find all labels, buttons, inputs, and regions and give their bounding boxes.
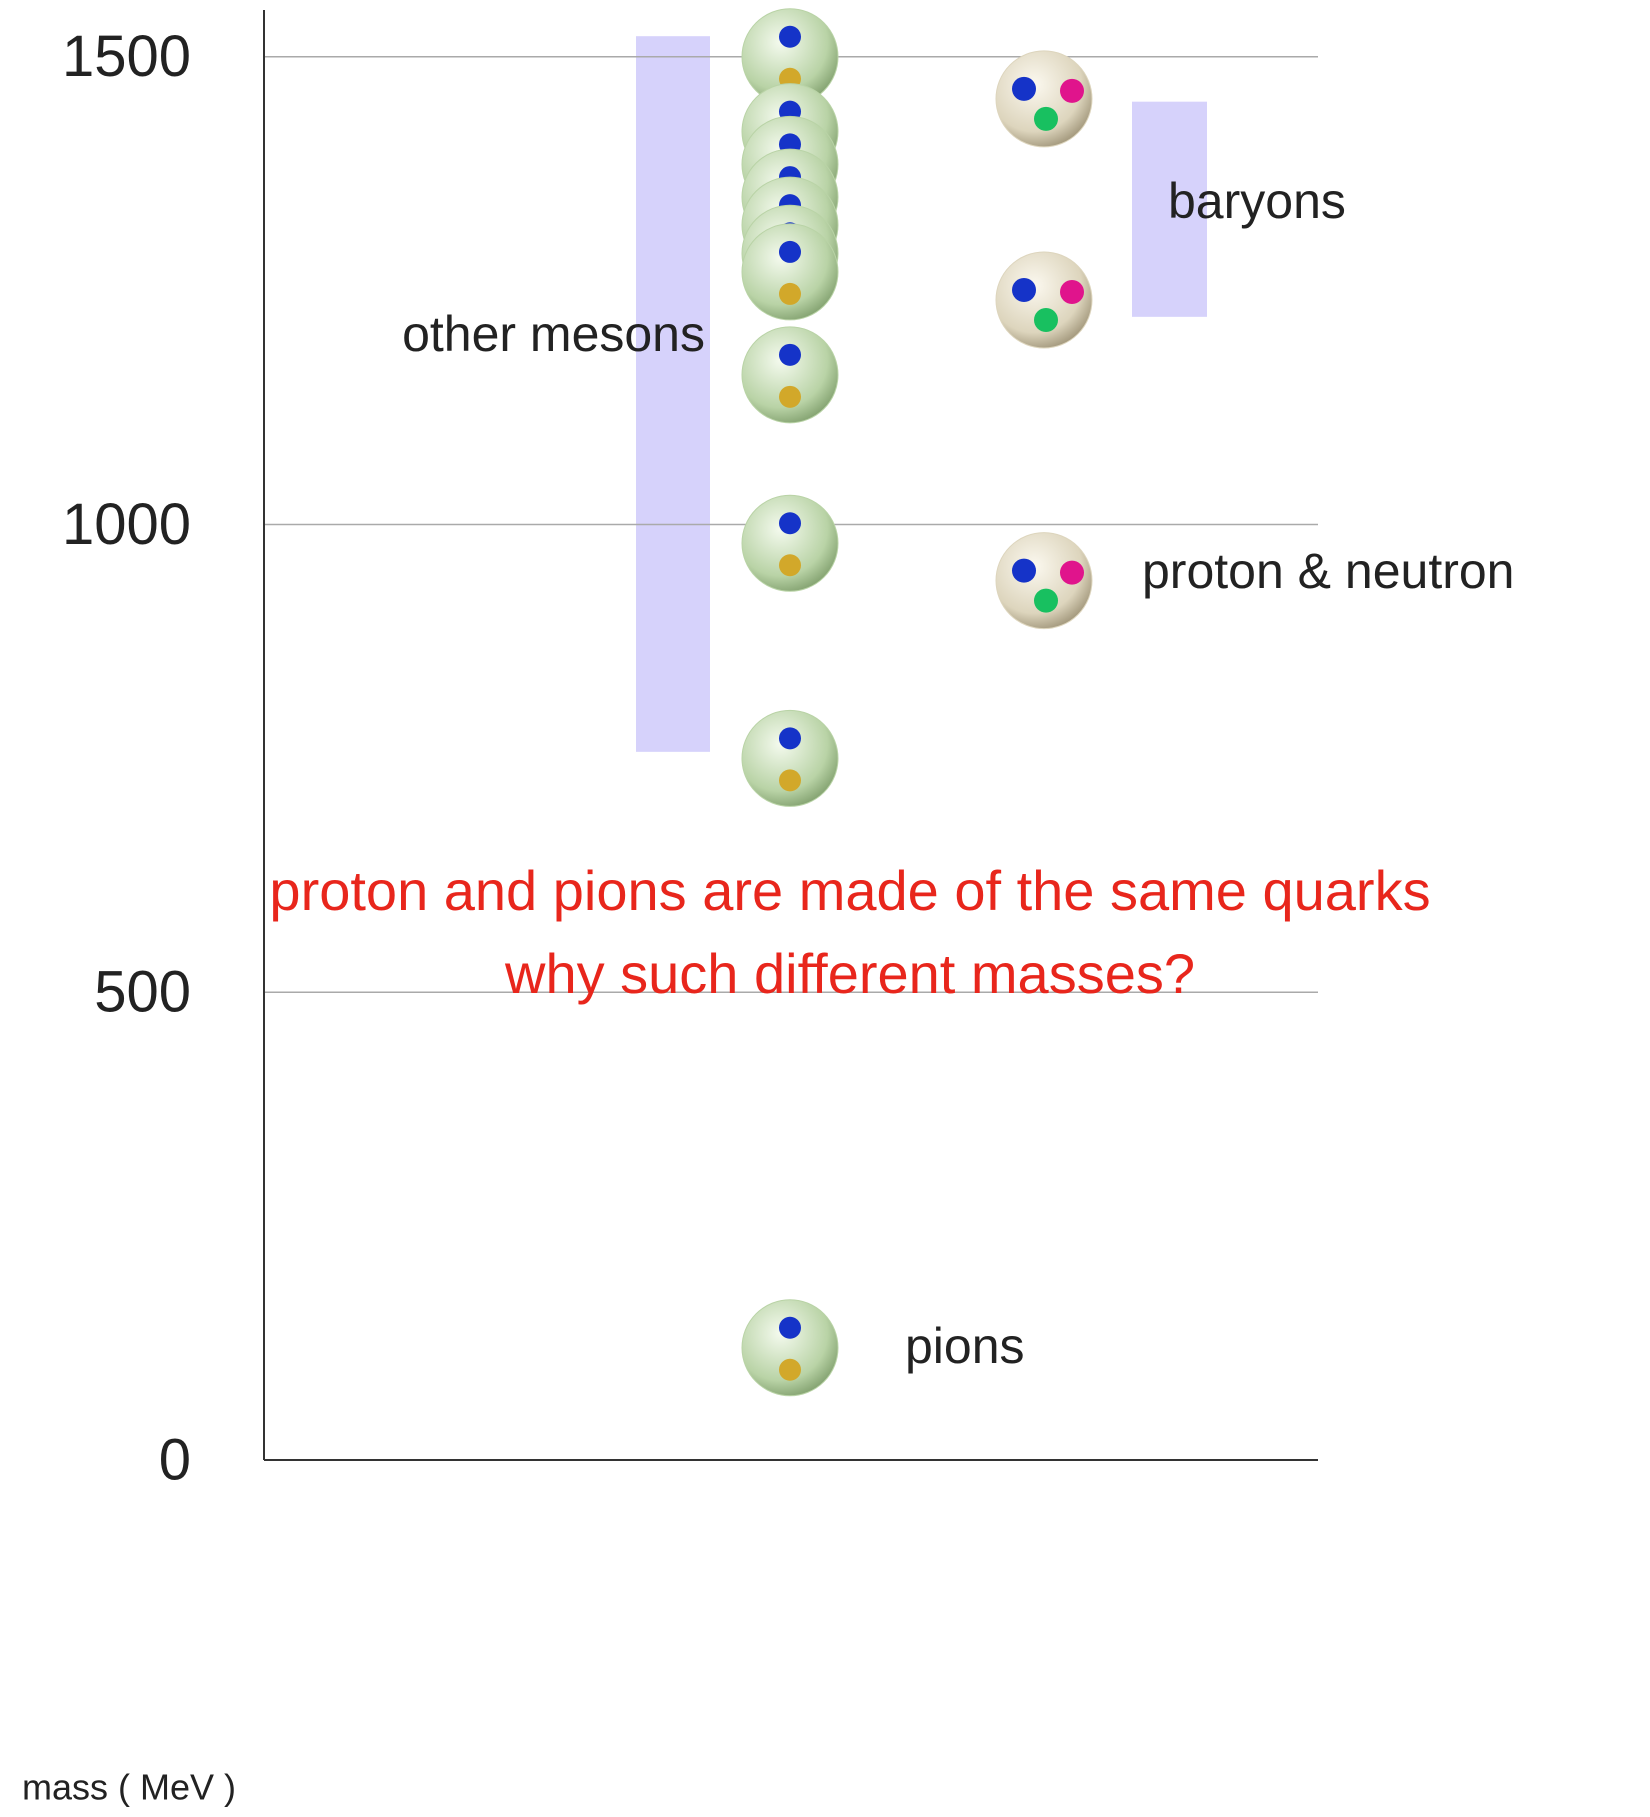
meson [741,326,839,424]
range-band [636,36,710,752]
question: why such different masses? [504,942,1195,1005]
range-band [1132,101,1207,317]
meson [741,223,839,321]
band-label: other mesons [402,306,705,362]
meson [741,494,839,592]
y-tick-label: 500 [94,960,191,1025]
question: proton and pions are made of the same qu… [269,859,1430,922]
baryon [995,251,1093,349]
y-tick-label: 0 [159,1427,191,1492]
annotation: proton & neutron [1142,543,1515,599]
y-axis-label: mass ( MeV ) [22,1767,236,1808]
band-label: baryons [1168,173,1346,229]
meson [741,709,839,807]
annotation: pions [905,1318,1025,1374]
meson [741,1299,839,1397]
baryon [995,50,1093,148]
y-tick-label: 1500 [62,24,191,89]
baryon [995,532,1093,630]
y-tick-label: 1000 [62,492,191,557]
